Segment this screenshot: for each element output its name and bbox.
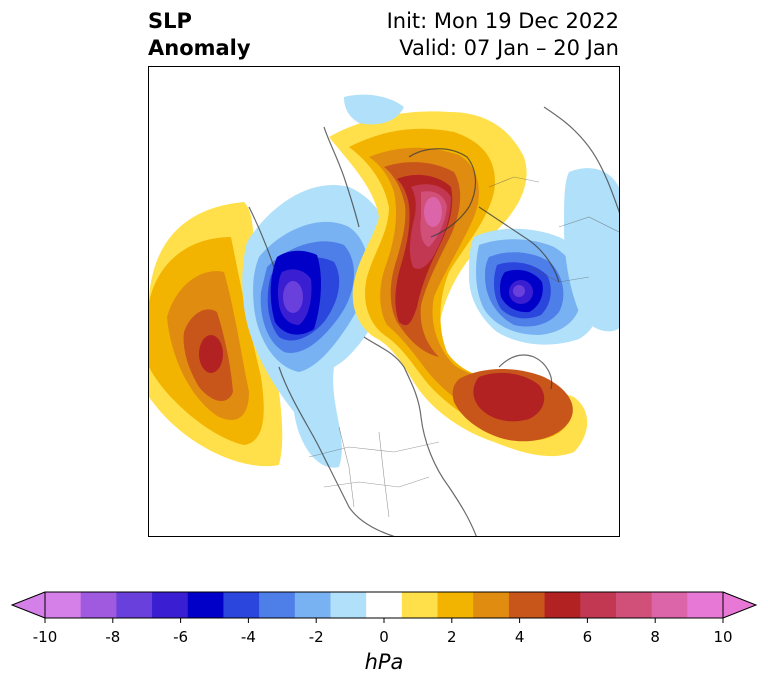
colorbar-unit-label: hPa [364,650,404,674]
colorbar-tick-label: 8 [650,628,660,646]
colorbar-cell [687,592,724,618]
map-panel [148,66,620,537]
negative-anomaly-siberia-east [344,94,619,332]
colorbar-cell [152,592,189,618]
colorbar-cell [508,592,546,618]
colorbar-cell [187,592,225,618]
title-variable: SLP [148,9,192,33]
coastlines [248,106,619,536]
colorbar-tick-label: -10 [32,628,58,646]
colorbar-cell [330,592,367,618]
colorbar-tick-label: 6 [582,628,593,646]
colorbar-cell [116,592,153,618]
colorbar-tickmarks [44,618,724,623]
valid-range: Valid: 07 Jan – 20 Jan [399,36,619,60]
colorbar-cell [615,592,653,618]
colorbar-cell [580,592,617,618]
colorbar-tick-label: 2 [447,628,457,646]
colorbar-tick-label: 10 [713,628,733,646]
title-field-type: Anomaly [148,36,251,60]
colorbar-cell [80,592,117,618]
anomaly-map [149,94,619,536]
colorbar-tick-label: 0 [379,628,389,646]
political-boundaries [308,176,619,518]
colorbar [10,591,758,623]
colorbar-outline-low [10,591,46,619]
colorbar-cell [473,592,510,618]
colorbar-tick-label: -2 [308,628,324,646]
colorbar-tick-label: -6 [173,628,189,646]
colorbar-cell [401,592,439,618]
colorbar-outline-high [722,591,758,619]
colorbar-cell [294,592,332,618]
colorbar-tick-label: -8 [105,628,121,646]
negative-anomaly-alaska-canada [242,185,395,468]
colorbar-cell [223,592,260,618]
colorbar-cell [437,592,474,618]
colorbar-cell [544,592,581,618]
positive-anomaly-north-atlantic [452,369,573,442]
colorbar-cell [45,592,82,618]
colorbar-extend-high [723,592,756,618]
map-title: SLP Anomaly [148,8,251,62]
colorbar-cell [651,592,688,618]
colorbar-cells [45,592,724,618]
colorbar-cell [259,592,296,618]
colorbar-extend-low [12,592,45,618]
positive-anomaly-arctic-greenland [329,111,588,457]
colorbar-tick-label: -4 [240,628,256,646]
init-date: Init: Mon 19 Dec 2022 [386,9,619,33]
colorbar-cell [366,592,403,618]
colorbar-tick-label: 4 [514,628,525,646]
map-dates: Init: Mon 19 Dec 2022 Valid: 07 Jan – 20… [387,8,619,62]
